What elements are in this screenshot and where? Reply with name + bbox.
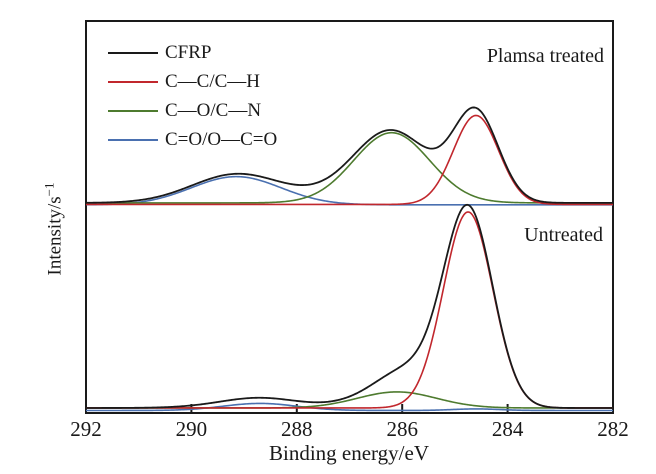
curve-plamsa-treated-envelope: [85, 106, 613, 204]
legend-line-swatch: [108, 80, 158, 83]
legend-label: C—C/C—H: [165, 71, 261, 92]
x-tick-label-284: 284: [491, 417, 524, 441]
x-tick-label-286: 286: [386, 417, 418, 441]
legend-label: CFRP: [165, 42, 212, 63]
plot-frame: [85, 20, 614, 414]
annotation-plasma-treated: Plamsa treated: [486, 45, 604, 67]
legend-label: C=O/O—C=O: [165, 129, 278, 150]
x-tick-label-292: 292: [70, 417, 102, 441]
legend-item: C—O/C—N: [108, 96, 277, 125]
curve-untreated-cooco: [86, 402, 613, 412]
legend-item: C=O/O—C=O: [108, 125, 277, 154]
legend-line-swatch: [108, 109, 158, 112]
x-tick-label-288: 288: [281, 417, 313, 441]
chart-legend: CFRP C—C/C—H C—O/C—N C=O/O—C=O: [108, 38, 277, 154]
annotation-untreated: Untreated: [524, 224, 603, 246]
y-axis-label-superscript: −1: [41, 182, 57, 197]
curve-plamsa-treated-cocn: [86, 131, 613, 204]
x-tick-label-282: 282: [597, 417, 629, 441]
curve-untreated-envelope: [86, 203, 613, 409]
legend-line-swatch: [108, 51, 158, 54]
legend-item: CFRP: [108, 38, 277, 67]
x-tick-label-290: 290: [175, 417, 208, 441]
legend-item: C—C/C—H: [108, 67, 277, 96]
legend-label: C—O/C—N: [165, 100, 262, 121]
curve-plamsa-treated-ccch: [86, 114, 613, 206]
x-axis-label: Binding energy/eV: [268, 441, 430, 465]
curve-untreated-cocn: [86, 391, 613, 409]
y-axis-label-base: Intensity/s: [44, 196, 66, 276]
y-axis-label: Intensity/s−1: [41, 182, 66, 275]
legend-line-swatch: [108, 138, 158, 141]
